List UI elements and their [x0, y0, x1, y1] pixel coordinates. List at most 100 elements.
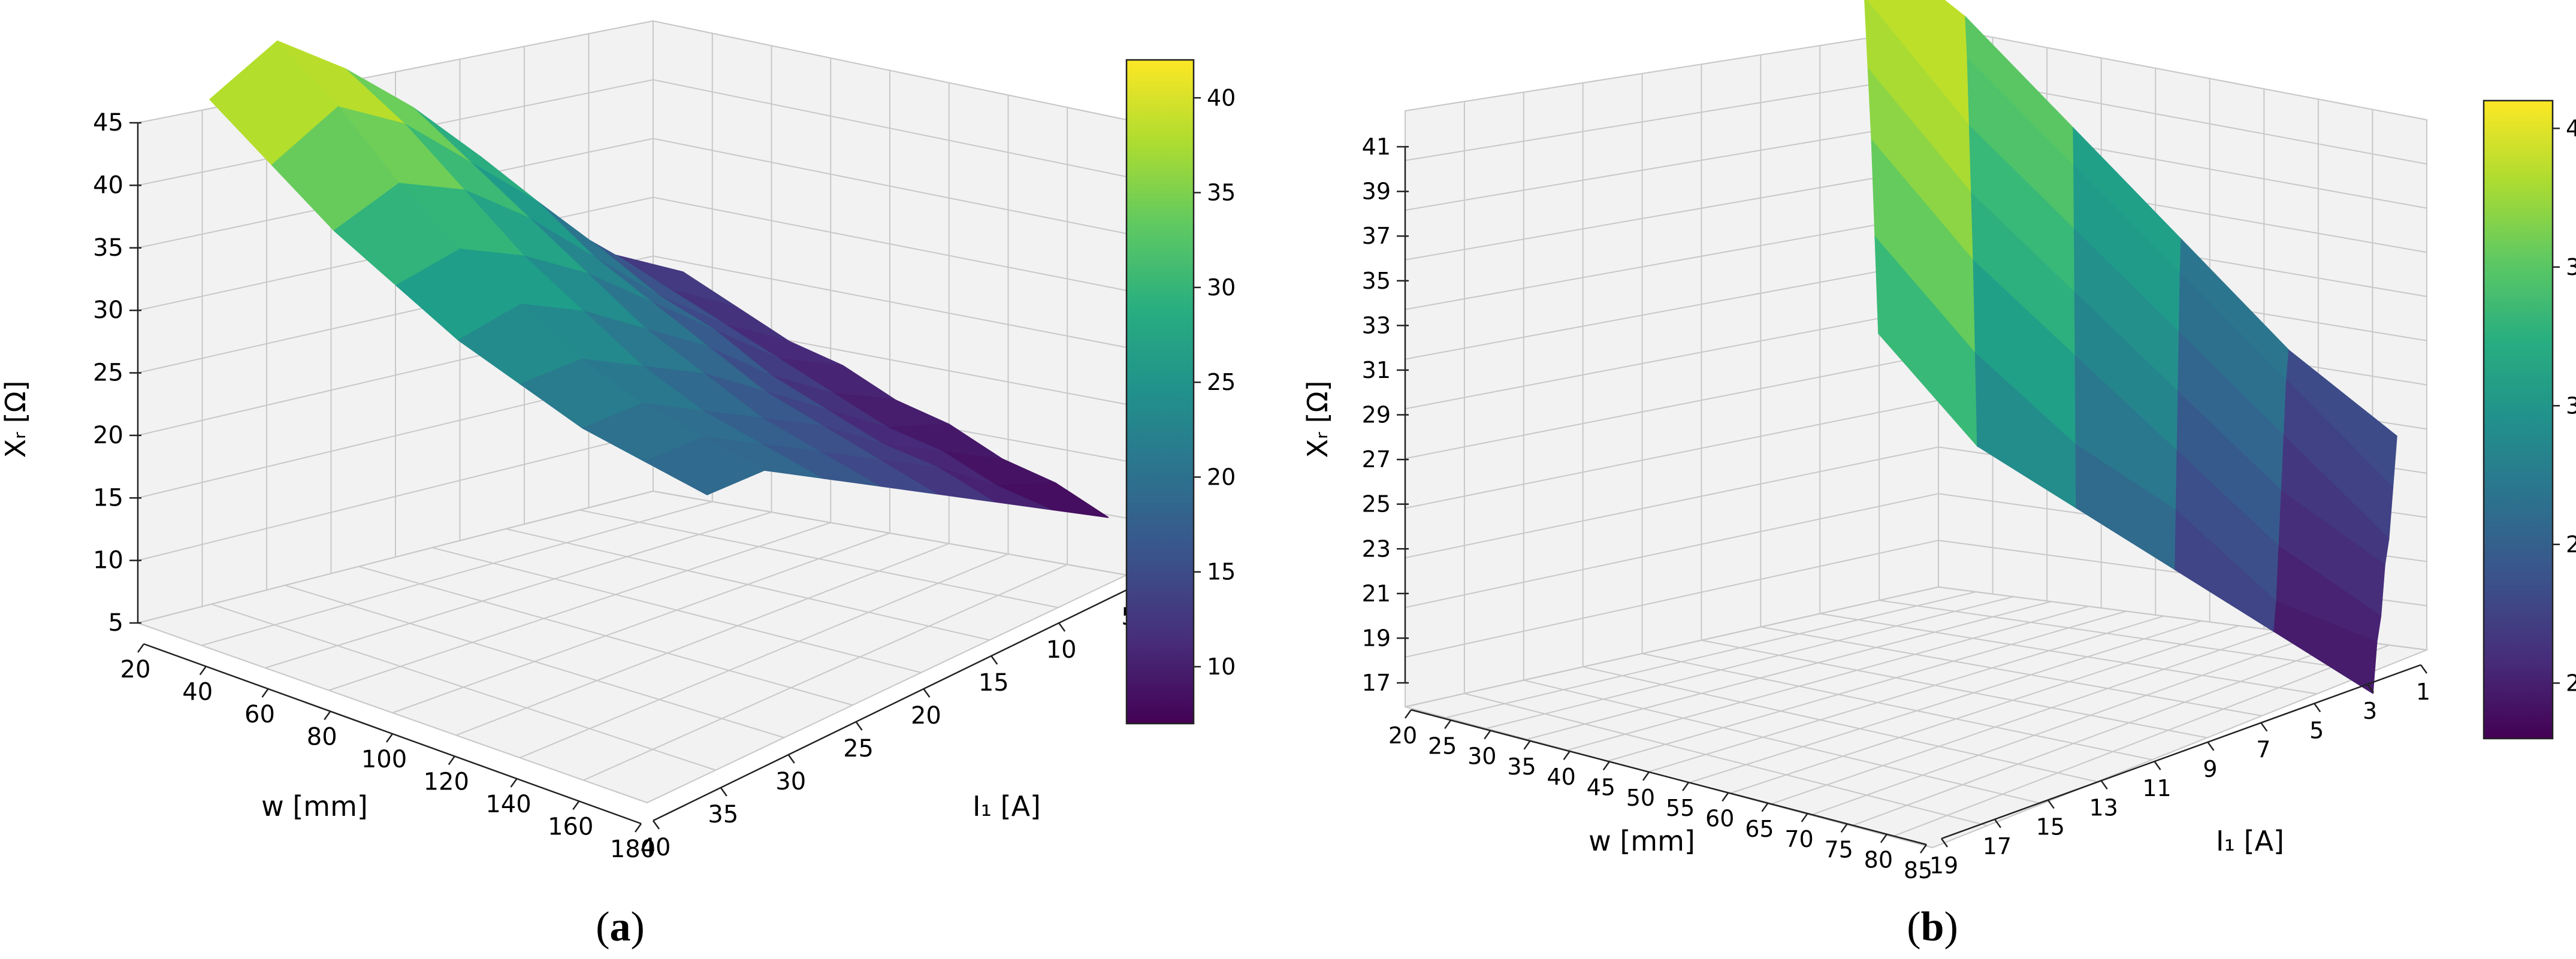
b-floor-gridline: [1879, 600, 2372, 673]
b-i1-tick-label: 5: [2309, 717, 2324, 743]
a-colorbar-tick-label: 10: [1207, 654, 1236, 680]
b-w-tick-label: 40: [1547, 764, 1575, 790]
b-z-axis-label: Xᵣ [Ω]: [1301, 380, 1334, 458]
a-i1-tick-mark: [1058, 622, 1066, 632]
a-floor-gridline: [455, 543, 950, 736]
b-z-tick-label: 33: [1362, 312, 1391, 338]
a-w-tick-label: 120: [424, 769, 469, 796]
b-floor-gridline: [1701, 639, 2207, 739]
a-floor-gridline: [506, 528, 990, 641]
a-floor-gridline: [211, 603, 716, 771]
a-z-tick-label: 25: [93, 359, 123, 387]
b-floor-gridline: [1583, 666, 2098, 782]
b-w-tick-mark: [1563, 751, 1571, 760]
b-i1-tick-mark: [2367, 683, 2375, 693]
a-w-tick-label: 20: [120, 656, 151, 683]
b-floor-gridline: [1851, 639, 2352, 827]
a-w-tick-mark: [448, 755, 455, 766]
b-w-tick-mark: [1523, 740, 1531, 750]
b-surface-patch: [2273, 601, 2378, 694]
a-w-ticks: 20 40 60 80 100 120 140 160 180: [120, 643, 656, 863]
b-w-tick-mark: [1602, 761, 1610, 771]
a-i1-axis-label: I₁ [A]: [973, 790, 1041, 822]
a-floor-gridline: [358, 565, 853, 706]
b-w-tick-label: 50: [1626, 785, 1655, 811]
a-floor-gridline: [392, 533, 890, 713]
b-z-tick-label: 39: [1362, 179, 1391, 205]
a-floor-gridline: [328, 522, 831, 691]
a-z-axis-label: Xᵣ [Ω]: [0, 380, 32, 458]
b-w-tick-mark: [1880, 833, 1888, 843]
a-w-tick-mark: [261, 688, 269, 698]
b-floor-gridline: [1810, 634, 2315, 816]
b-z-tick-label: 25: [1362, 491, 1391, 518]
b-colorbar-tick-label: 40: [2566, 115, 2576, 141]
a-i1-axis-line: [653, 589, 1127, 822]
b-i1-tick-label: 9: [2203, 756, 2217, 782]
b-w-tick-label: 65: [1745, 816, 1774, 842]
a-floor-gridline: [432, 547, 922, 673]
b-colorbar-fill: [2483, 99, 2554, 740]
b-z-ticks: 17 19 21 23 25 27 29 31 33 35 37 39 41: [1362, 134, 1409, 696]
a-colorbar-tick-label: 25: [1207, 369, 1236, 395]
a-z-tick-label: 30: [93, 297, 123, 324]
b-w-tick-mark: [1404, 709, 1412, 719]
b-colorbar-tick-label: 30: [2566, 392, 2576, 419]
b-i1-tick-mark: [2047, 799, 2055, 809]
a-w-tick-mark: [324, 710, 331, 721]
a-i1-tick-label: 25: [843, 735, 874, 763]
b-w-tick-mark: [1444, 719, 1452, 730]
b-i1-tick-label: 11: [2142, 775, 2171, 801]
b-z-tick-label: 29: [1362, 402, 1391, 428]
a-i1-tick-mark: [990, 655, 998, 665]
b-floor-gridline: [1689, 620, 2202, 783]
a-i1-tick-label: 40: [641, 834, 671, 861]
b-floor-gridline: [1891, 644, 2390, 837]
b-floor-gridline: [1729, 625, 2239, 794]
b-w-tick-label: 70: [1784, 826, 1813, 852]
panel-a: 5 10 15 20 25 30 35 40 45 20 40 60 80 100 120 140 160 18…: [0, 20, 1236, 950]
b-floor-gridline: [1642, 653, 2152, 761]
b-colorbar-tick-label: 25: [2566, 531, 2576, 558]
b-z-tick-label: 21: [1362, 580, 1391, 607]
b-w-tick-label: 25: [1428, 733, 1457, 759]
a-colorbar-tick-label: 35: [1207, 180, 1236, 206]
b-floor-gridline: [1769, 630, 2277, 805]
b-floor-gridline: [1932, 649, 2427, 848]
a-caption: (a): [596, 904, 645, 950]
b-floor-gridline: [1405, 586, 1939, 707]
a-floor-gridline: [137, 491, 654, 624]
a-w-tick-label: 160: [548, 813, 593, 841]
a-i1-tick-mark: [855, 721, 863, 731]
b-floor-gridline: [1760, 626, 2263, 716]
b-w-tick-mark: [1484, 730, 1491, 740]
a-colorbar-tick-label: 30: [1207, 274, 1236, 301]
b-i1-tick-mark: [2260, 722, 2268, 732]
b-w-tick-mark: [1722, 792, 1729, 802]
a-z-tick-label: 15: [93, 484, 123, 512]
b-i1-tick-mark: [2100, 780, 2108, 790]
b-w-tick-mark: [1840, 823, 1848, 833]
a-w-tick-label: 60: [244, 701, 275, 728]
b-w-tick-label: 55: [1666, 795, 1695, 821]
b-i1-axis-line: [1941, 664, 2421, 840]
b-floor-gridline: [1820, 613, 2317, 695]
a-w-tick-mark: [137, 643, 145, 653]
a-z-tick-label: 20: [93, 422, 123, 449]
b-z-tick-label: 31: [1362, 357, 1391, 383]
b-colorbar-tick-label: 35: [2566, 254, 2576, 280]
a-z-tick-label: 10: [93, 547, 123, 574]
a-w-tick-label: 100: [361, 746, 407, 773]
a-i1-tick-mark: [787, 754, 795, 764]
a-i1-tick-mark: [923, 688, 931, 698]
b-z-tick-label: 23: [1362, 536, 1391, 562]
b-w-tick-mark: [1761, 803, 1769, 812]
a-w-axis-label: w [mm]: [261, 790, 368, 822]
b-colorbar-tick-label: 20: [2566, 670, 2576, 696]
a-floor-gridline: [583, 564, 1068, 781]
a-colorbar-tick-label: 15: [1207, 559, 1236, 585]
a-i1-tick-label: 20: [911, 702, 941, 730]
a-floor-gridline: [579, 509, 1058, 609]
